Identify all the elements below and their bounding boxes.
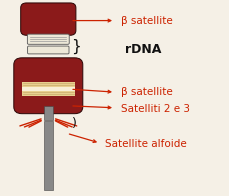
Text: Satelliti 2 e 3: Satelliti 2 e 3 [120, 104, 189, 114]
FancyBboxPatch shape [27, 34, 69, 44]
Text: rDNA: rDNA [125, 44, 161, 56]
Bar [44, 106, 53, 120]
Text: β satellite: β satellite [120, 87, 172, 97]
Text: ): ) [72, 117, 77, 130]
Bar [22, 82, 74, 96]
Bar [22, 87, 74, 91]
Text: β satellite: β satellite [120, 15, 172, 26]
Text: Satellite alfoide: Satellite alfoide [104, 139, 185, 149]
FancyBboxPatch shape [27, 46, 69, 54]
FancyBboxPatch shape [14, 58, 82, 114]
Text: }: } [71, 39, 81, 54]
FancyBboxPatch shape [21, 3, 76, 35]
Bar [44, 121, 53, 190]
